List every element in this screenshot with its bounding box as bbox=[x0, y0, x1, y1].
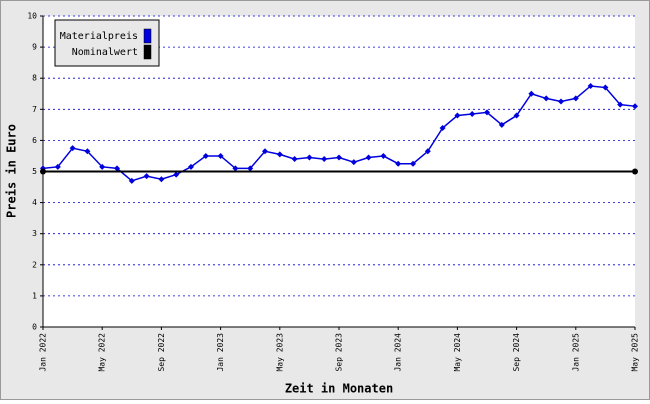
data-point bbox=[158, 176, 165, 183]
data-point bbox=[291, 156, 298, 163]
y-tick-label: 9 bbox=[32, 43, 37, 52]
data-point bbox=[617, 101, 624, 108]
y-tick-label: 4 bbox=[32, 198, 37, 207]
data-point bbox=[602, 84, 609, 91]
data-point bbox=[632, 103, 638, 110]
data-point bbox=[365, 154, 372, 161]
y-tick-label: 10 bbox=[27, 12, 37, 21]
data-point bbox=[321, 156, 328, 163]
x-tick-label: Jan 2025 bbox=[571, 333, 580, 372]
data-point bbox=[188, 163, 194, 170]
data-point bbox=[350, 159, 357, 166]
data-point bbox=[99, 163, 106, 170]
data-point bbox=[513, 112, 520, 119]
data-point bbox=[498, 121, 505, 128]
x-tick-label: Jan 2023 bbox=[216, 333, 225, 372]
y-tick-label: 0 bbox=[32, 323, 37, 332]
legend-label: Materialpreis bbox=[60, 31, 138, 42]
y-axis-label: Preis in Euro bbox=[5, 124, 19, 218]
data-point bbox=[143, 173, 150, 180]
data-point bbox=[380, 152, 387, 159]
data-point bbox=[128, 177, 135, 184]
data-point bbox=[587, 82, 594, 89]
data-point bbox=[84, 148, 91, 155]
data-point bbox=[40, 168, 46, 175]
data-point bbox=[306, 154, 313, 161]
data-point bbox=[572, 95, 579, 102]
data-point bbox=[114, 165, 120, 172]
x-tick-label: Jan 2022 bbox=[39, 333, 48, 372]
data-point bbox=[247, 165, 254, 172]
y-tick-label: 8 bbox=[32, 74, 37, 83]
y-tick-label: 6 bbox=[32, 136, 37, 145]
data-point bbox=[336, 154, 342, 161]
data-point bbox=[232, 165, 239, 172]
x-tick-label: Sep 2024 bbox=[512, 333, 521, 372]
y-tick-label: 2 bbox=[32, 260, 37, 269]
data-point bbox=[202, 152, 209, 159]
y-tick-label: 5 bbox=[32, 167, 37, 176]
x-tick-label: May 2024 bbox=[453, 333, 462, 372]
data-point bbox=[528, 90, 535, 97]
data-point bbox=[262, 148, 268, 155]
legend-swatch bbox=[143, 28, 152, 44]
data-point bbox=[173, 171, 180, 178]
data-point bbox=[558, 98, 564, 105]
x-tick-label: May 2025 bbox=[631, 333, 640, 372]
x-axis-label: Zeit in Monaten bbox=[285, 382, 393, 396]
data-point bbox=[276, 151, 283, 158]
y-tick-label: 1 bbox=[32, 291, 37, 300]
x-tick-label: May 2023 bbox=[275, 333, 284, 372]
legend-label: Nominalwert bbox=[72, 47, 138, 58]
legend-swatch bbox=[143, 44, 152, 60]
data-point bbox=[395, 160, 402, 167]
data-point bbox=[454, 112, 461, 119]
data-point bbox=[69, 145, 76, 152]
data-point bbox=[217, 152, 224, 159]
data-point bbox=[543, 95, 550, 102]
data-point bbox=[410, 160, 416, 167]
y-tick-label: 7 bbox=[32, 105, 37, 114]
data-point bbox=[632, 168, 638, 175]
legend-box bbox=[54, 19, 160, 67]
data-point bbox=[424, 148, 431, 155]
data-point bbox=[484, 109, 490, 116]
data-point bbox=[439, 124, 446, 131]
y-tick-label: 3 bbox=[32, 229, 37, 238]
data-point bbox=[469, 110, 476, 117]
x-tick-label: Sep 2022 bbox=[157, 333, 166, 372]
x-tick-label: May 2022 bbox=[98, 333, 107, 372]
x-tick-label: Jan 2024 bbox=[394, 333, 403, 372]
x-tick-label: Sep 2023 bbox=[335, 333, 344, 372]
data-point bbox=[54, 163, 61, 170]
